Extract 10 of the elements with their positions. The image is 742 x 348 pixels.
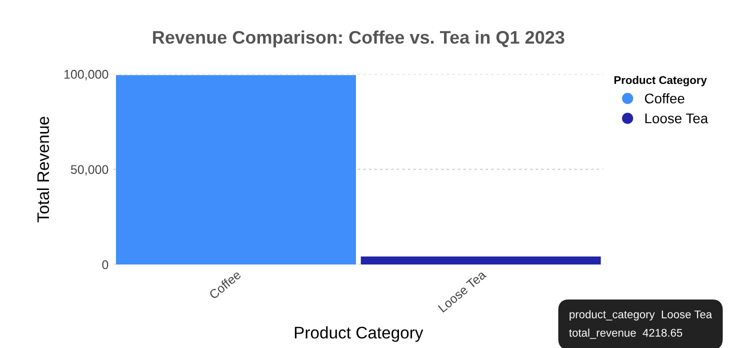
text: product_category Loose Tea total_revenue 4218.65: [569, 310, 712, 339]
x-axis-title: Product Category: [294, 326, 424, 342]
legend-label: Coffee: [644, 93, 684, 104]
y-tick-label: 100,000: [64, 70, 108, 80]
legend-label: Loose Tea: [645, 114, 708, 124]
chart-title: Revenue Comparison: Coffee vs. Tea in Q1 2023: [153, 30, 564, 48]
y-tick-label: 0: [102, 260, 108, 270]
y-axis-title: Total Revenue: [36, 116, 50, 222]
legend-title: Product Category: [614, 76, 707, 86]
y-tick-label: 50,000: [70, 165, 108, 176]
